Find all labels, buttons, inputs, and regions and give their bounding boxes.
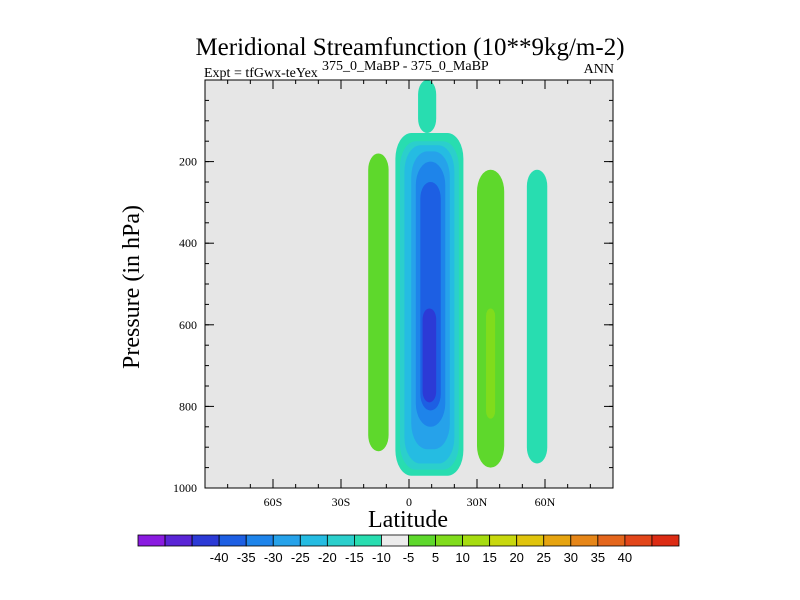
colorbar-label: 15	[482, 550, 496, 565]
colorbar-label: -30	[264, 550, 283, 565]
colorbar-swatch-13	[489, 534, 518, 547]
colorbar-label: -15	[345, 550, 364, 565]
x-tick-label: 30N	[467, 495, 488, 509]
colorbar-swatch-3	[218, 534, 247, 547]
colorbar-label: 10	[455, 550, 469, 565]
contour-cell-10	[486, 308, 496, 419]
colorbar-swatch-1	[164, 534, 193, 547]
colorbar	[137, 534, 680, 547]
colorbar-label: -35	[237, 550, 256, 565]
y-tick-label: 200	[179, 155, 197, 169]
season-label: ANN	[584, 62, 614, 77]
colorbar-label: -5	[403, 550, 415, 565]
colorbar-swatch-6	[299, 534, 328, 547]
colorbar-swatch-15	[543, 534, 572, 547]
y-axis-label: Pressure (in hPa)	[119, 205, 145, 369]
colorbar-swatch-5	[272, 534, 301, 547]
colorbar-label: -20	[318, 550, 337, 565]
colorbar-label: 35	[591, 550, 605, 565]
colorbar-swatch-0	[137, 534, 166, 547]
contour-cell-1	[418, 80, 437, 134]
colorbar-label: 5	[432, 550, 439, 565]
y-tick-label: 1000	[173, 481, 197, 495]
contour-cell-0	[368, 153, 389, 452]
colorbar-label: 25	[537, 550, 551, 565]
colorbar-swatch-19	[651, 534, 680, 547]
y-tick-label: 400	[179, 236, 197, 250]
colorbar-label: -10	[372, 550, 391, 565]
colorbar-label: 30	[564, 550, 578, 565]
x-axis-label: Latitude	[368, 507, 448, 533]
colorbar-swatch-16	[570, 534, 599, 547]
colorbar-swatch-10	[408, 534, 436, 547]
minor-ticks	[204, 79, 614, 489]
experiment-superscript: 375_0_MaBP - 375_0_MaBP	[322, 59, 489, 74]
colorbar-swatch-17	[597, 534, 626, 547]
contour-cell-8	[422, 308, 437, 403]
colorbar-swatch-8	[353, 534, 382, 547]
contour-fills	[368, 80, 548, 476]
colorbar-label: -40	[210, 550, 229, 565]
y-tick-label: 800	[179, 399, 197, 413]
colorbar-label: 40	[618, 550, 632, 565]
colorbar-labels: -40 -35 -30 -25 -20 -15 -10 -5 5 10 15 20 25 30 35 40	[210, 550, 632, 565]
colorbar-swatch-18	[624, 534, 653, 547]
colorbar-label: 20	[509, 550, 523, 565]
colorbar-swatch-14	[516, 534, 545, 547]
colorbar-swatch-12	[462, 534, 491, 547]
y-tick-label: 600	[179, 318, 197, 332]
experiment-label: Expt = tfGwx-teYex	[204, 66, 318, 81]
y-axis-ticks: 200 400 600 800 1000	[173, 155, 613, 495]
colorbar-swatch-2	[191, 534, 220, 547]
colorbar-swatch-7	[326, 534, 355, 547]
colorbar-label: -25	[291, 550, 310, 565]
x-tick-label: 60S	[264, 495, 283, 509]
contour-cell-11	[526, 169, 548, 464]
colorbar-swatch-11	[435, 534, 463, 547]
x-tick-label: 0	[406, 495, 412, 509]
chart-title: Meridional Streamfunction (10**9kg/m-2)	[195, 34, 624, 61]
colorbar-swatch-4	[245, 534, 274, 547]
x-tick-label: 60N	[535, 495, 556, 509]
colorbar-swatch-9	[381, 534, 409, 547]
x-tick-label: 30S	[332, 495, 351, 509]
